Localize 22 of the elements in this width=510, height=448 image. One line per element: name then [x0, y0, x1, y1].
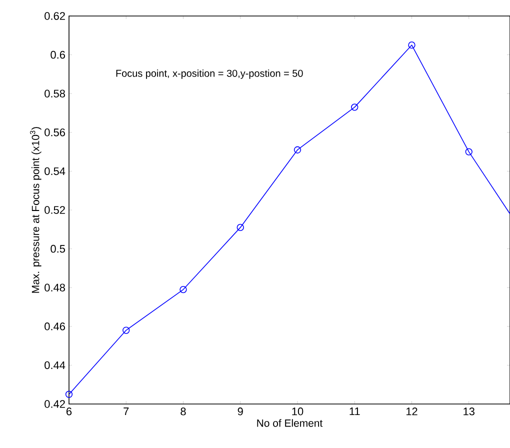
x-tick-label: 10 — [292, 408, 304, 416]
x-tick-label: 7 — [124, 408, 129, 416]
x-tick-label: 8 — [180, 408, 186, 416]
x-axis-title: No of Element — [257, 419, 323, 427]
y-tick-label: 0.52 — [44, 206, 65, 214]
y-tick-label: 0.5 — [50, 244, 66, 253]
y-axis-title: Max. pressure at Focus point (x10$^{3}$) — [30, 127, 42, 293]
x-tick-label: 6 — [66, 408, 72, 416]
x-tick-label: 12 — [406, 408, 418, 416]
x-tick-label: 9 — [238, 408, 243, 416]
y-tick-label: 0.44 — [44, 361, 66, 370]
y-tick-label: 0.42 — [44, 400, 65, 408]
x-tick-label: 13 — [464, 408, 474, 416]
y-tick-label: 0.6 — [50, 50, 65, 59]
y-tick-label: 0.58 — [44, 90, 65, 98]
y-tick-label: 0.62 — [44, 12, 65, 20]
y-tick-label: 0.54 — [44, 167, 66, 176]
y-tick-label: 0.56 — [44, 128, 65, 136]
annotation: Focus point, x-position = 30,y-postion = 50 — [116, 70, 303, 79]
y-tick-label: 0.46 — [44, 322, 65, 330]
y-tick-label: 0.48 — [44, 284, 65, 292]
x-tick-label: 11 — [350, 408, 360, 416]
